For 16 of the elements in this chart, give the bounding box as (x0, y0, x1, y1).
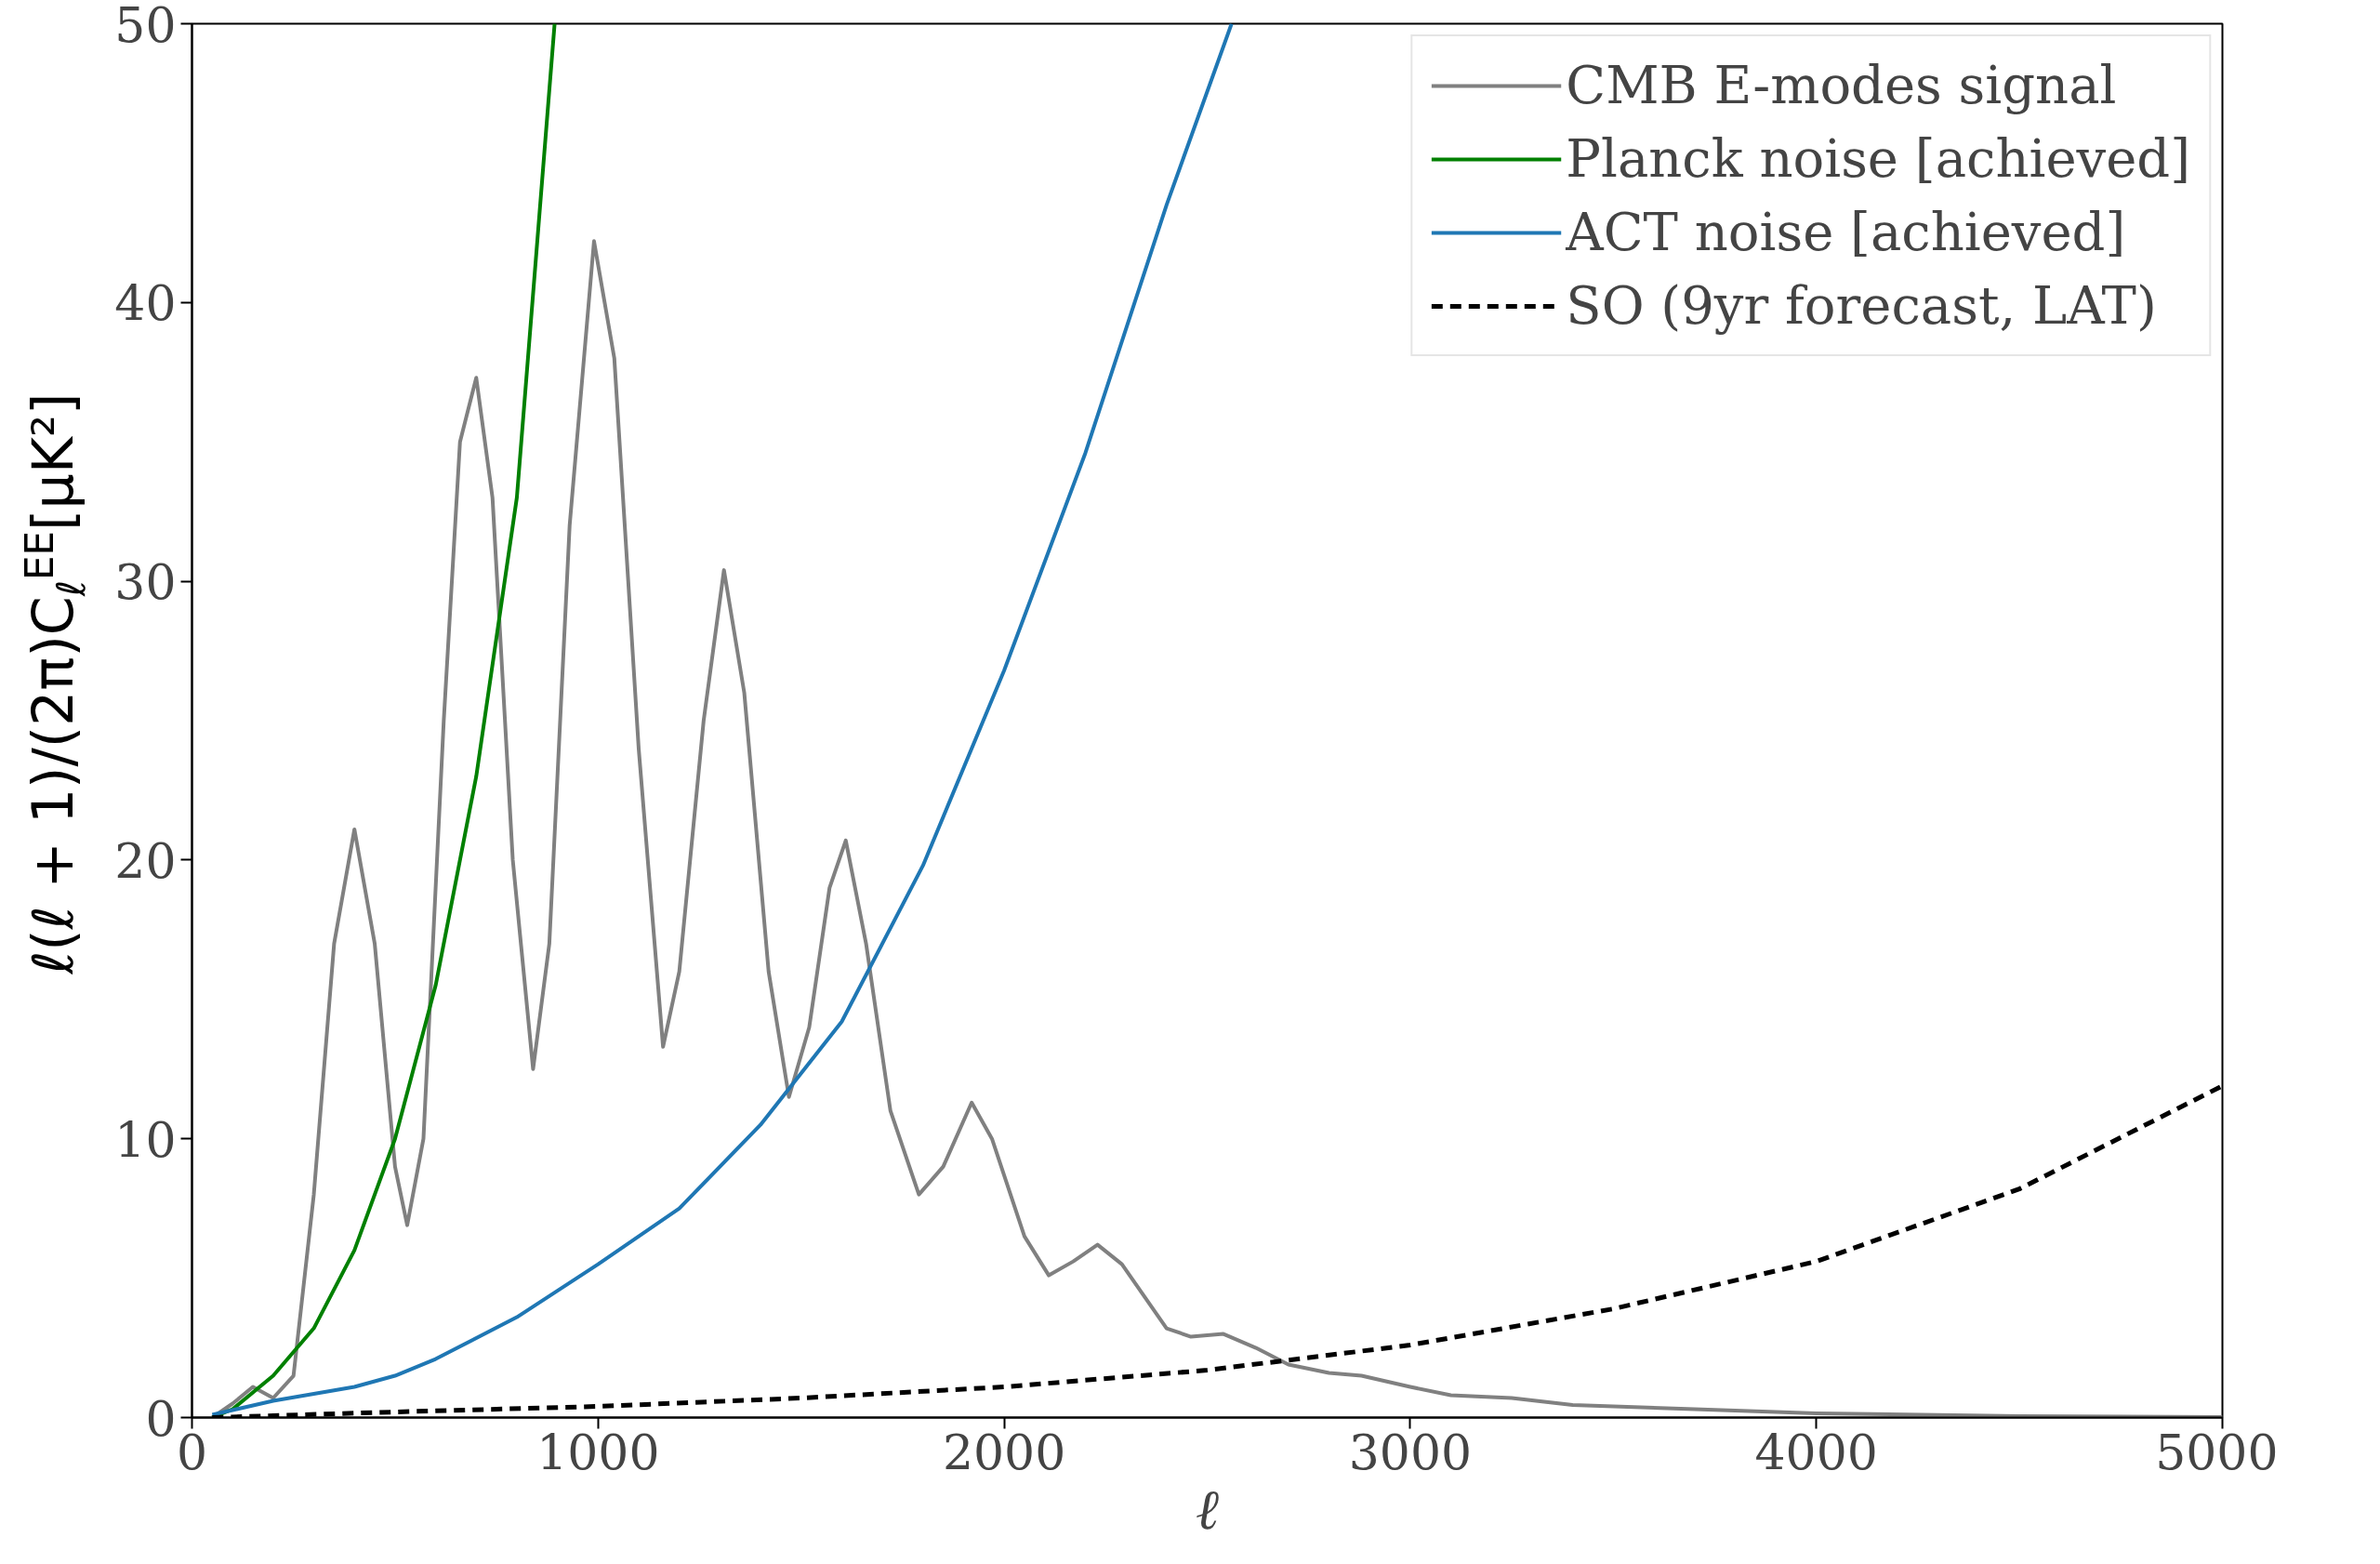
x-tick-label: 4000 (1754, 1424, 1878, 1480)
x-tick-label: 1000 (536, 1424, 660, 1480)
y-tick-label: 40 (114, 275, 177, 332)
legend-label: SO (9yr forecast, LAT) (1566, 275, 2157, 336)
x-tick-label: 3000 (1348, 1424, 1473, 1480)
x-tick-label: 2000 (942, 1424, 1066, 1480)
line-series (210, 23, 1234, 1417)
x-tick-label: 5000 (2155, 1424, 2279, 1480)
legend-label: Planck noise [achieved] (1566, 128, 2190, 189)
legend-label: CMB E-modes signal (1566, 55, 2117, 115)
y-tick-label: 20 (114, 832, 177, 889)
y-tick-label: 30 (114, 554, 177, 611)
legend-label: ACT noise [achieved] (1566, 202, 2126, 262)
y-tick-label: 50 (114, 0, 177, 53)
x-axis-title: ℓ (1196, 1476, 1219, 1542)
y-tick-label: 10 (114, 1111, 177, 1168)
